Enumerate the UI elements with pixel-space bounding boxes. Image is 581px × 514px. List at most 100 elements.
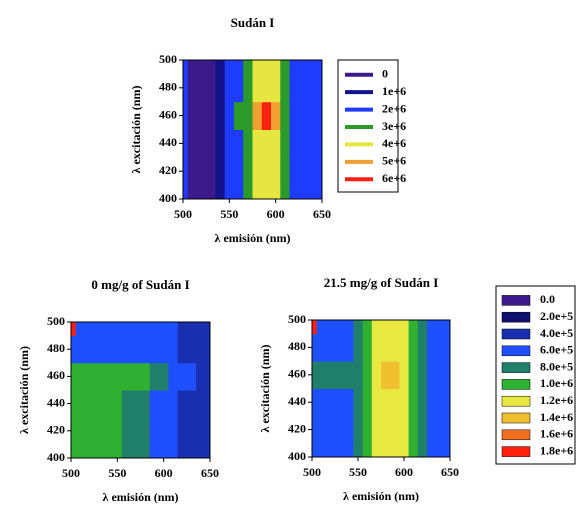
contour-cell: [289, 129, 300, 158]
contour-cell: [312, 320, 318, 335]
contour-cell: [308, 157, 318, 186]
contour-cell: [362, 333, 373, 362]
contour-cell: [316, 361, 327, 389]
x-tick-label: 600: [395, 465, 413, 479]
contour-cell: [94, 335, 104, 364]
x-tick-label: 500: [303, 465, 321, 479]
contour-cell: [298, 60, 309, 75]
contour-cell: [186, 444, 197, 459]
legend-label: 1.8e+6: [540, 443, 573, 457]
contour-cell: [252, 60, 263, 75]
contour-cell: [168, 362, 179, 391]
contour-cell: [252, 157, 263, 186]
contour-cell: [445, 388, 451, 417]
contour-cell: [261, 129, 272, 158]
contour-cell: [159, 362, 169, 391]
contour-cell: [196, 157, 207, 186]
contour-cell: [390, 415, 400, 444]
x-tick-label: 500: [174, 207, 192, 221]
contour-cell: [312, 443, 318, 458]
contour-cell: [317, 60, 323, 75]
contour-cell: [280, 129, 291, 158]
contour-cell: [335, 361, 345, 389]
contour-cell: [445, 361, 451, 389]
contour-cell: [75, 444, 86, 459]
contour-cell: [408, 415, 419, 444]
legend-label: 3e+6: [382, 119, 406, 133]
contour-cell: [344, 333, 354, 362]
contour-cell: [325, 388, 336, 417]
y-tick-label: 460: [47, 368, 65, 382]
contour-cell: [298, 157, 309, 186]
chart-title: Sudán I: [231, 15, 275, 30]
contour-cell: [131, 362, 141, 391]
legend-label: 0.0: [540, 292, 555, 306]
contour-cell: [408, 320, 419, 335]
contour-cell: [298, 129, 309, 158]
y-tick-label: 480: [159, 80, 177, 94]
contour-cell: [186, 322, 197, 337]
contour-cell: [183, 101, 189, 130]
contour-cell: [261, 185, 272, 200]
contour-cell: [308, 60, 318, 75]
contour-cell: [94, 362, 104, 391]
contour-cell: [445, 320, 451, 335]
contour-cell: [399, 333, 410, 362]
contour-cell: [206, 185, 216, 200]
contour-cell: [344, 320, 354, 335]
legend-label: 4.0e+5: [540, 326, 573, 340]
contour-cell: [445, 443, 451, 458]
contour-cell: [312, 388, 318, 417]
contour-cell: [177, 417, 188, 445]
contour-cell: [75, 417, 86, 445]
contour-cell: [271, 157, 281, 186]
contour-cell: [417, 443, 428, 458]
contour-cell: [121, 444, 132, 459]
contour-cell: [417, 415, 428, 444]
contour-cell: [121, 417, 132, 445]
contour-cell: [71, 335, 77, 364]
contour-cell: [243, 129, 253, 158]
x-tick-label: 600: [155, 466, 173, 480]
contour-cell: [94, 390, 104, 418]
contour-cell: [261, 60, 272, 75]
legend-label: 0: [382, 66, 388, 80]
contour-cell: [112, 335, 123, 364]
contour-cell: [316, 388, 327, 417]
y-tick-label: 400: [47, 450, 65, 464]
contour-cell: [408, 388, 419, 417]
contour-cell: [84, 362, 95, 391]
contour-cell: [335, 388, 345, 417]
contour-cell: [390, 388, 400, 417]
contour-cell: [149, 390, 160, 418]
contour-cell: [399, 320, 410, 335]
contour-cell: [381, 333, 391, 362]
y-tick-label: 400: [159, 191, 177, 205]
contour-cell: [289, 157, 300, 186]
contour-cell: [436, 388, 446, 417]
contour-cell: [308, 101, 318, 130]
contour-cell: [206, 101, 216, 130]
contour-cell: [371, 333, 382, 362]
contour-cell: [75, 322, 86, 337]
contour-cell: [371, 388, 382, 417]
contour-cell: [312, 361, 318, 389]
contour-cell: [335, 443, 345, 458]
contour-cell: [408, 443, 419, 458]
contour-cell: [224, 129, 235, 158]
legend-swatch: [501, 295, 531, 306]
contour-cell: [224, 157, 235, 186]
plot-frame: [311, 319, 451, 458]
x-tick-label: 550: [349, 465, 367, 479]
contour-cell: [84, 390, 95, 418]
contour-cell: [196, 322, 206, 337]
contour-cell: [206, 129, 216, 158]
contour-cell: [271, 185, 281, 200]
y-tick-label: 480: [288, 339, 306, 353]
contour-cell: [75, 335, 86, 364]
contour-cell: [427, 388, 437, 417]
contour-cell: [353, 415, 364, 444]
contour-cell: [362, 415, 373, 444]
contour-cell: [261, 73, 272, 103]
contour-cell: [186, 390, 197, 418]
